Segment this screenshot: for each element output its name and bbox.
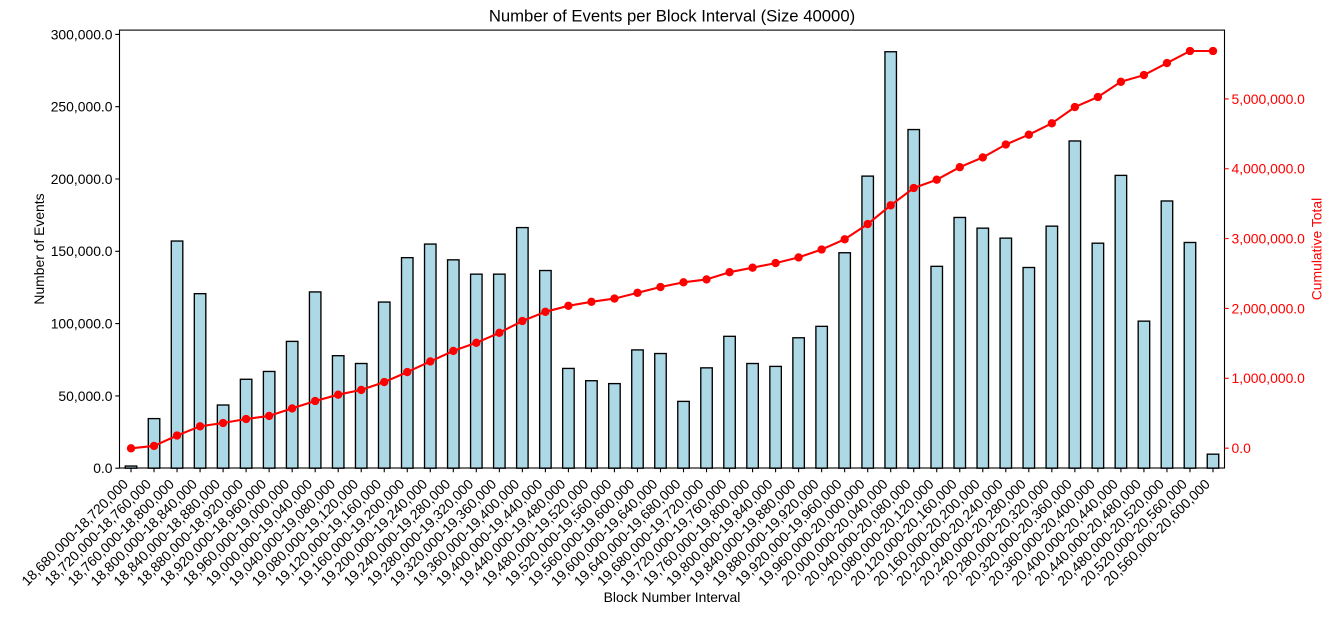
svg-text:4,000,000.0: 4,000,000.0 [1232,161,1306,177]
svg-text:1,000,000.0: 1,000,000.0 [1232,370,1306,386]
svg-text:Block Number Interval: Block Number Interval [604,589,741,605]
svg-text:5,000,000.0: 5,000,000.0 [1232,91,1306,107]
svg-text:100,000.0: 100,000.0 [51,316,113,332]
svg-text:2,000,000.0: 2,000,000.0 [1232,300,1306,316]
svg-text:Number of Events: Number of Events [31,193,47,304]
svg-text:Number of Events per Block Int: Number of Events per Block Interval (Siz… [489,7,855,26]
svg-text:3,000,000.0: 3,000,000.0 [1232,231,1306,247]
svg-text:Cumulative Total: Cumulative Total [1309,198,1325,300]
svg-text:0.0: 0.0 [1232,440,1252,456]
svg-text:0.0: 0.0 [93,460,113,476]
svg-text:250,000.0: 250,000.0 [51,99,113,115]
svg-text:300,000.0: 300,000.0 [51,26,113,42]
svg-text:150,000.0: 150,000.0 [51,243,113,259]
svg-text:50,000.0: 50,000.0 [58,388,112,404]
svg-text:200,000.0: 200,000.0 [51,171,113,187]
